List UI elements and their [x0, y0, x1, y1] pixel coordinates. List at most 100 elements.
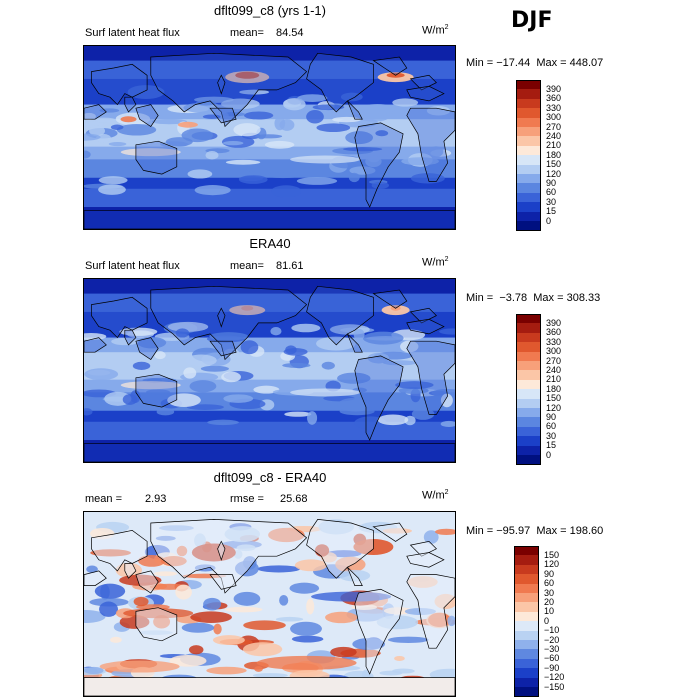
coastline: [306, 519, 374, 579]
colorbar-tick-label: −150: [544, 681, 565, 692]
unit-label: W/m2: [422, 24, 449, 37]
colorbar-tick-label: 120: [546, 168, 562, 179]
coastline: [84, 570, 107, 586]
coastline: [135, 140, 178, 175]
colorbar-tick-label: 180: [546, 383, 562, 394]
unit-label: W/m2: [422, 489, 449, 502]
coastline: [406, 85, 445, 102]
season-label: DJF: [511, 8, 553, 33]
coastline: [217, 307, 226, 328]
colorbar-tick-label: 330: [546, 336, 562, 347]
mean-value: 81.61: [276, 260, 304, 272]
min-max-label: Min = −95.97 Max = 198.60: [466, 525, 604, 537]
coastline: [372, 56, 408, 76]
coastline: [84, 210, 455, 229]
colorbar-tick-label: 300: [546, 346, 562, 357]
colorbar-tick-label: 0: [546, 215, 552, 226]
panel-title: dflt099_c8 - ERA40: [213, 470, 327, 485]
mean-label: mean=: [230, 27, 264, 39]
mean-value: 2.93: [145, 493, 167, 505]
coastline: [347, 100, 363, 120]
coastline: [406, 318, 445, 335]
coastline: [217, 74, 226, 95]
rmse-label: rmse =: [230, 493, 264, 505]
colorbar-tick-label: 270: [546, 355, 562, 366]
colorbar-tick-label: 90: [544, 568, 555, 579]
coastline: [84, 337, 107, 353]
map-canvas: [84, 512, 455, 696]
coastline: [409, 74, 437, 91]
coastline: [209, 574, 237, 590]
colorbar-tick-label: 60: [546, 421, 557, 432]
coastline: [354, 122, 404, 208]
colorbar-tick-label: 30: [544, 587, 555, 598]
colorbar-tick-label: 120: [546, 402, 562, 413]
colorbar-frame: [516, 314, 541, 466]
coastline: [84, 104, 107, 120]
colorbar-tick-label: 270: [546, 121, 562, 132]
colorbar-tick-label: 360: [546, 327, 562, 338]
colorbar-tick-label: 210: [546, 374, 562, 385]
colorbar-tick-label: −120: [544, 672, 565, 683]
coastline: [406, 574, 455, 649]
colorbar-tick-label: 240: [546, 364, 562, 375]
coastline: [306, 285, 374, 346]
colorbar-tick-label: 0: [544, 615, 550, 626]
colorbar-tick-label: 150: [546, 159, 562, 170]
coastline: [124, 329, 137, 346]
colorbar-tick-label: 120: [544, 559, 560, 570]
mean-value: 84.54: [276, 27, 304, 39]
colorbar-tick-label: 20: [544, 596, 555, 607]
coastline: [354, 588, 404, 675]
colorbar-tick-label: −60: [544, 653, 560, 664]
coastline: [135, 570, 159, 594]
unit-label: W/m2: [422, 256, 449, 269]
colorbar-tick-label: 300: [546, 112, 562, 123]
coastline: [91, 63, 148, 106]
panel-title: dflt099_c8 (yrs 1-1): [214, 3, 326, 18]
colorbar-tick-label: 150: [546, 393, 562, 404]
colorbar-tick-label: 240: [546, 130, 562, 141]
coastline: [150, 519, 308, 594]
coastline: [135, 607, 178, 642]
variable-label: Surf latent heat flux: [85, 260, 180, 272]
world-map-model: [83, 45, 456, 230]
min-max-label: Min = −3.78 Max = 308.33: [466, 292, 601, 304]
colorbar-tick-label: −10: [544, 625, 560, 636]
coastline: [150, 285, 308, 361]
coastline: [91, 530, 148, 572]
colorbar-tick-label: 30: [546, 430, 557, 441]
coastline: [135, 373, 178, 408]
colorbar-tick-label: 15: [546, 206, 557, 217]
coastline: [135, 337, 159, 360]
colorbar-tick-label: 60: [544, 578, 555, 589]
colorbar-tick-label: 90: [546, 177, 557, 188]
coastline: [84, 443, 455, 462]
panel-title: ERA40: [249, 236, 291, 251]
coastline: [347, 566, 363, 586]
colorbar-tick-label: 10: [544, 606, 555, 617]
colorbar-tick-label: 90: [546, 411, 557, 422]
colorbar-tick-label: 150: [544, 549, 560, 560]
coastline: [124, 96, 137, 113]
map-canvas: [84, 46, 455, 229]
coastline: [406, 552, 445, 568]
coastline: [406, 340, 455, 415]
world-map-era40: [83, 278, 456, 463]
world-map-difference: [83, 511, 456, 697]
coastline: [217, 540, 226, 561]
coastline: [209, 340, 237, 357]
colorbar-frame: [514, 546, 539, 698]
mean-label: mean=: [230, 260, 264, 272]
colorbar-tick-label: 390: [546, 317, 562, 328]
coastline: [372, 522, 408, 542]
coastline: [409, 541, 437, 557]
coastline: [124, 563, 137, 579]
colorbar-tick-label: −20: [544, 634, 560, 645]
colorbar-tick-label: −30: [544, 643, 560, 654]
coastline: [406, 107, 455, 182]
colorbar-tick-label: 30: [546, 196, 557, 207]
colorbar-tick-label: 390: [546, 83, 562, 94]
coastline: [91, 296, 148, 339]
colorbar-tick-label: 15: [546, 440, 557, 451]
